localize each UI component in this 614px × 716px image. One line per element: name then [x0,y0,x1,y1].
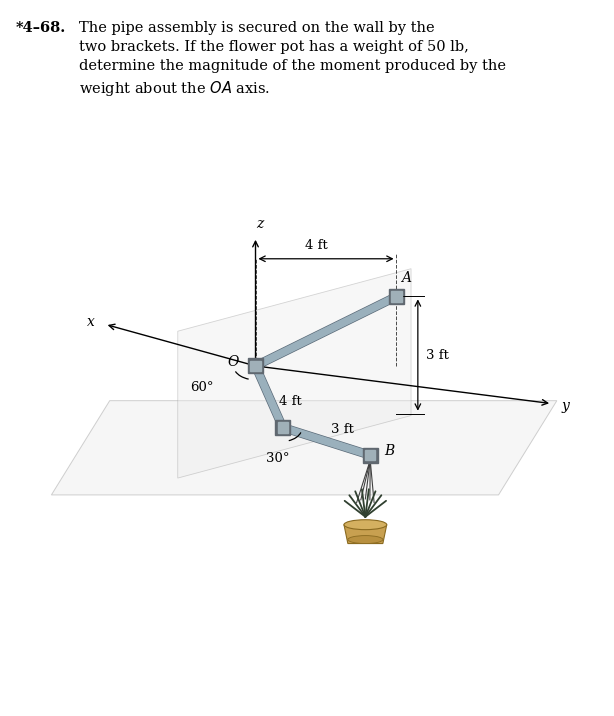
Bar [278,422,288,432]
Polygon shape [177,268,411,478]
Ellipse shape [344,520,387,530]
Text: 60°: 60° [190,381,214,395]
Bar [365,450,375,460]
Text: y: y [562,399,570,412]
Bar [248,359,263,373]
Text: x: x [87,315,95,329]
Bar [363,448,378,463]
Bar [389,289,404,304]
Text: z: z [256,217,263,231]
Text: A: A [402,271,411,284]
Text: *4–68.: *4–68. [15,21,66,34]
Text: 4 ft: 4 ft [279,395,301,408]
Polygon shape [344,525,387,543]
Text: 3 ft: 3 ft [332,423,354,436]
Text: 3 ft: 3 ft [426,349,448,362]
Bar [391,291,402,301]
Text: 4 ft: 4 ft [305,239,328,252]
Text: B: B [384,444,394,458]
Bar [276,420,290,435]
Polygon shape [52,401,557,495]
Text: The pipe assembly is secured on the wall by the
two brackets. If the flower pot : The pipe assembly is secured on the wall… [79,21,505,98]
Ellipse shape [348,536,383,543]
Text: 30°: 30° [266,453,290,465]
Bar [251,361,260,371]
Text: O: O [228,355,239,369]
